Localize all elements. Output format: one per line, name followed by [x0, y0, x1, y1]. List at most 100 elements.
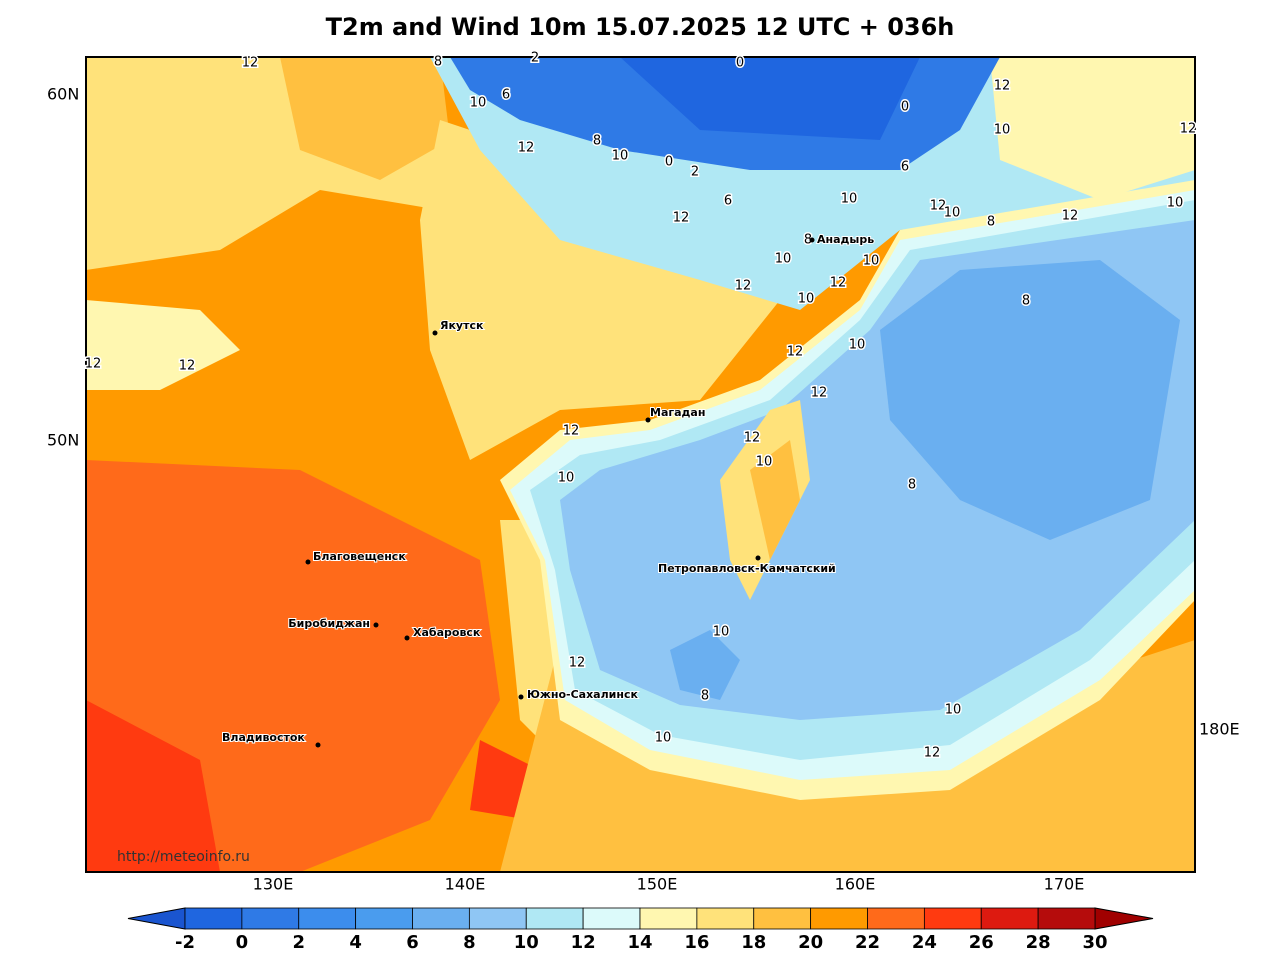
colorbar-tick-label: 10	[514, 932, 539, 953]
city-dot	[755, 555, 761, 561]
map-frame	[85, 56, 1196, 873]
lon-label: 140E	[445, 875, 486, 894]
lat-label: 50N	[47, 431, 79, 450]
colorbar-swatch	[1037, 907, 1096, 930]
map-field	[86, 57, 1195, 872]
contour-label: 0	[736, 56, 744, 71]
field-zone	[86, 300, 240, 390]
city-label: Южно-Сахалинск	[527, 688, 638, 701]
contour-label: 0	[665, 155, 673, 170]
contour-label: 8	[804, 233, 812, 248]
contour-label: 12	[1062, 209, 1079, 224]
contour-label: 12	[179, 359, 196, 374]
colorbar-under	[127, 907, 186, 930]
contour-label: 0	[901, 100, 909, 115]
colorbar-over	[1094, 907, 1154, 930]
contour-label: 12	[518, 141, 535, 156]
colorbar-tick-label: 26	[969, 932, 994, 953]
contour-label: 8	[434, 55, 442, 70]
contour-label: 10	[655, 731, 672, 746]
lon-label: 170E	[1044, 875, 1085, 894]
colorbar-tick-label: 4	[349, 932, 362, 953]
field-zone	[670, 630, 740, 700]
colorbar-tick-label: 24	[912, 932, 937, 953]
contour-label: 10	[994, 123, 1011, 138]
field-zone	[750, 440, 800, 560]
contour-label: 10	[798, 292, 815, 307]
contour-label: 8	[593, 134, 601, 149]
colorbar-swatch	[639, 907, 698, 930]
colorbar-swatch	[525, 907, 584, 930]
colorbar-swatch	[355, 907, 413, 930]
colorbar-swatch	[980, 907, 1039, 930]
city-dot	[432, 330, 438, 336]
contour-label: 10	[863, 254, 880, 269]
colorbar-tick-label: 18	[741, 932, 766, 953]
city-label: Анадырь	[817, 233, 874, 246]
colorbar-tick-label: -2	[175, 932, 195, 953]
lon-label: 180E	[1199, 720, 1240, 739]
field-zone	[620, 57, 920, 140]
city-label: Владивосток	[222, 731, 305, 744]
colorbar-tick-label: 16	[684, 932, 709, 953]
lat-label: 60N	[47, 85, 79, 104]
city-dot	[404, 635, 410, 641]
city-dot	[305, 559, 311, 565]
contour-label: 12	[930, 199, 947, 214]
colorbar-swatch	[753, 907, 812, 930]
contour-label: 10	[841, 192, 858, 207]
colorbar-swatch	[923, 907, 982, 930]
field-zone	[280, 57, 450, 180]
lon-label: 150E	[637, 875, 678, 894]
contour-label: 12	[242, 56, 259, 71]
city-label: Хабаровск	[413, 626, 481, 639]
city-dot	[373, 622, 379, 628]
colorbar-tick-label: 22	[855, 932, 880, 953]
contour-label: 10	[849, 338, 866, 353]
contour-label: 12	[1180, 122, 1197, 137]
contour-label: 12	[994, 79, 1011, 94]
colorbar-swatch	[582, 907, 641, 930]
colorbar-swatch	[412, 907, 470, 930]
contour-label: 12	[924, 746, 941, 761]
contour-label: 10	[713, 625, 730, 640]
contour-label: 12	[85, 357, 102, 372]
colorbar-swatch	[468, 907, 527, 930]
contour-label: 12	[811, 386, 828, 401]
contour-label: 12	[830, 276, 847, 291]
contour-label: 12	[744, 431, 761, 446]
contour-label: 10	[944, 206, 961, 221]
city-label: Благовещенск	[313, 550, 406, 563]
colorbar-swatch	[867, 907, 925, 930]
colorbar-tick-label: 30	[1082, 932, 1107, 953]
colorbar-swatch	[241, 907, 300, 930]
city-dot	[315, 742, 321, 748]
contour-label: 12	[563, 424, 580, 439]
lon-label: 130E	[253, 875, 294, 894]
title: T2m and Wind 10m 15.07.2025 12 UTC + 036…	[326, 13, 955, 41]
city-label: Петропавловск-Камчатский	[658, 562, 836, 575]
watermark: http://meteoinfo.ru	[117, 849, 250, 865]
contour-label: 8	[908, 478, 916, 493]
colorbar-swatch	[298, 907, 357, 930]
contour-label: 10	[756, 455, 773, 470]
contour-label: 2	[531, 51, 539, 66]
colorbar-tick-label: 0	[236, 932, 249, 953]
contour-label: 10	[775, 252, 792, 267]
contour-label: 2	[691, 165, 699, 180]
contour-label: 8	[1022, 294, 1030, 309]
colorbar-tick-label: 2	[292, 932, 305, 953]
colorbar-swatch	[184, 907, 243, 930]
contour-label: 10	[1167, 196, 1184, 211]
contour-label: 12	[569, 656, 586, 671]
city-dot	[645, 417, 651, 423]
contour-label: 6	[502, 88, 510, 103]
colorbar-tick-label: 20	[798, 932, 823, 953]
city-label: Биробиджан	[288, 617, 370, 630]
colorbar-tick-label: 8	[463, 932, 476, 953]
contour-label: 12	[735, 279, 752, 294]
contour-label: 6	[724, 194, 732, 209]
contour-label: 8	[701, 689, 709, 704]
